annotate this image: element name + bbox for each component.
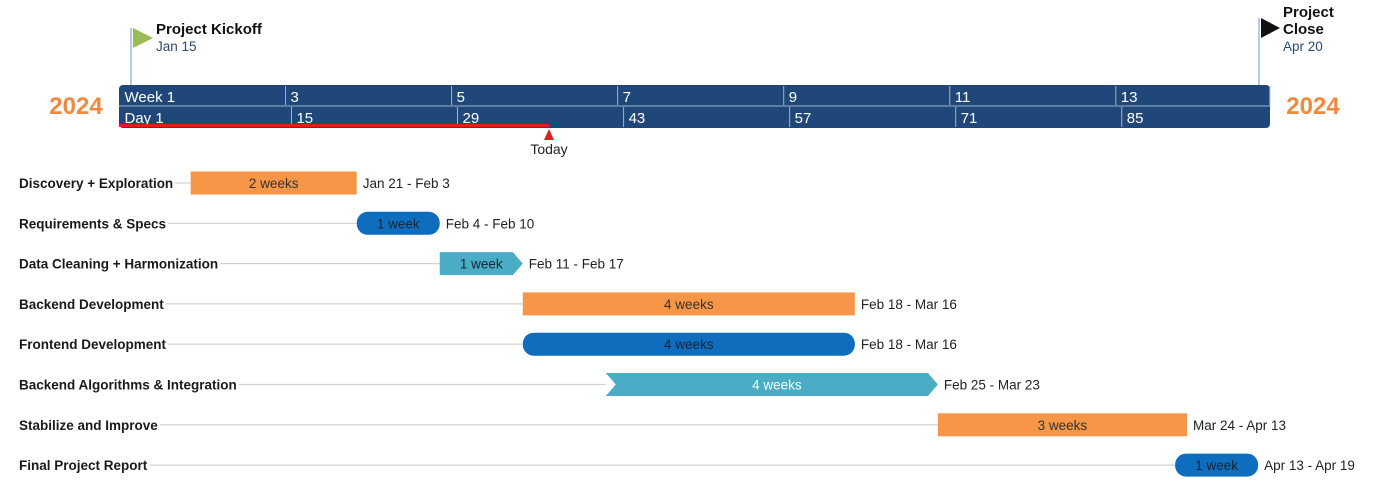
task-duration: 1 week xyxy=(460,257,503,272)
task-name: Frontend Development xyxy=(19,337,167,352)
task-dates: Feb 18 - Mar 16 xyxy=(861,297,957,312)
week-tick-label: 11 xyxy=(955,89,971,106)
day-tick-label: Day 1 xyxy=(125,110,164,127)
task-row: Stabilize and Improve 3 weeks Mar 24 - Apr… xyxy=(19,413,1286,437)
task-name: Stabilize and Improve xyxy=(19,418,158,433)
week-tick-label: 7 xyxy=(623,89,631,106)
week-tick-label: 3 xyxy=(291,89,299,106)
task-row: Final Project Report 1 week Apr 13 - Apr 1… xyxy=(19,453,1355,477)
task-duration: 1 week xyxy=(377,216,420,231)
task-bar xyxy=(522,292,855,316)
day-tick-label: 71 xyxy=(961,110,978,127)
task-dates: Feb 4 - Feb 10 xyxy=(446,216,535,231)
day-tick-label: 15 xyxy=(296,110,313,127)
task-row: Backend Algorithms & Integration 4 weeks F… xyxy=(19,373,1040,396)
day-tick-label: 57 xyxy=(795,110,812,127)
week-tick-label: 13 xyxy=(1121,89,1138,106)
day-ticks: Day 1 15 29 43 57 71 85 xyxy=(125,107,1144,127)
kickoff-date: Jan 15 xyxy=(156,39,197,54)
week-tick-label: Week 1 xyxy=(125,89,176,106)
task-duration: 4 weeks xyxy=(664,337,714,352)
kickoff-flag-icon xyxy=(133,28,153,48)
week-tick-label: 5 xyxy=(457,89,465,106)
task-bar xyxy=(937,413,1187,437)
task-duration: 1 week xyxy=(1195,458,1238,473)
task-dates: Feb 11 - Feb 17 xyxy=(529,257,624,272)
task-bar xyxy=(190,171,357,195)
task-row: Requirements & Specs 1 week Feb 4 - Feb 10 xyxy=(19,211,535,235)
close-date: Apr 20 xyxy=(1283,39,1323,54)
task-name: Discovery + Exploration xyxy=(19,176,173,191)
task-name: Requirements & Specs xyxy=(19,216,166,231)
task-bar xyxy=(356,211,440,235)
task-name: Backend Development xyxy=(19,297,164,312)
close-title-line-2: Close xyxy=(1283,21,1324,38)
task-duration: 3 weeks xyxy=(1038,418,1088,433)
task-name: Data Cleaning + Harmonization xyxy=(19,257,218,272)
task-name: Final Project Report xyxy=(19,458,148,473)
task-dates: Apr 13 - Apr 19 xyxy=(1264,458,1355,473)
task-rows: Discovery + Exploration 2 weeks Jan 21 - F… xyxy=(19,171,1355,477)
task-dates: Feb 25 - Mar 23 xyxy=(944,378,1040,393)
year-label-right: 2024 xyxy=(1286,93,1340,120)
task-dates: Feb 18 - Mar 16 xyxy=(861,337,957,352)
task-row: Discovery + Exploration 2 weeks Jan 21 - F… xyxy=(19,171,450,195)
year-label-left: 2024 xyxy=(49,93,103,120)
day-tick-label: 43 xyxy=(629,110,646,127)
task-duration: 2 weeks xyxy=(249,176,299,191)
today-progress-line xyxy=(119,124,549,127)
kickoff-title: Project Kickoff xyxy=(156,21,263,38)
week-ticks: Week 1 3 5 7 9 11 13 xyxy=(125,86,1271,106)
week-tick-label: 9 xyxy=(789,89,797,106)
close-flag-icon xyxy=(1261,18,1280,38)
task-duration: 4 weeks xyxy=(664,297,714,312)
task-row: Data Cleaning + Harmonization 1 week Feb 1… xyxy=(19,252,624,276)
task-bar xyxy=(1175,453,1259,477)
task-dates: Mar 24 - Apr 13 xyxy=(1193,418,1286,433)
day-tick-label: 29 xyxy=(463,110,480,127)
task-bar xyxy=(605,373,938,396)
task-duration: 4 weeks xyxy=(752,378,802,393)
close-title-line-1: Project xyxy=(1283,4,1334,21)
task-bar xyxy=(439,252,523,276)
task-row: Backend Development 4 weeks Feb 18 - Mar 1… xyxy=(19,292,957,316)
task-row: Frontend Development 4 weeks Feb 18 - Mar … xyxy=(19,332,957,356)
task-dates: Jan 21 - Feb 3 xyxy=(363,176,450,191)
today-label: Today xyxy=(530,141,567,157)
today-marker-icon xyxy=(544,129,554,140)
day-tick-label: 85 xyxy=(1127,110,1144,127)
task-bar xyxy=(522,332,855,356)
task-name: Backend Algorithms & Integration xyxy=(19,378,237,393)
